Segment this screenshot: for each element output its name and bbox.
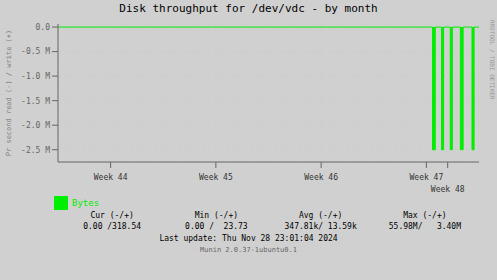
svg-text:-1.0 M: -1.0 M	[21, 72, 50, 81]
svg-text:-1.5 M: -1.5 M	[21, 97, 50, 106]
svg-text:Week 46: Week 46	[304, 173, 338, 182]
html-text:Bytes: Bytes	[72, 197, 100, 208]
svg-text:-0.5 M: -0.5 M	[21, 47, 50, 56]
svg-text:0.0: 0.0	[36, 23, 51, 32]
svg-text:Week 45: Week 45	[199, 173, 233, 182]
html-text:Max (-/+): Max (-/+)	[403, 211, 447, 220]
svg-text:-2.5 M: -2.5 M	[21, 146, 50, 155]
html-text:347.81k/ 13.59k: 347.81k/ 13.59k	[284, 222, 357, 231]
html-text:Last update: Thu Nov 28 23:01:: Last update: Thu Nov 28 23:01:04 2024	[159, 234, 338, 243]
html-text:Min (-/+): Min (-/+)	[194, 211, 238, 220]
html-text:Avg (-/+): Avg (-/+)	[298, 211, 343, 220]
svg-text:Pr second read (-) / write (+): Pr second read (-) / write (+)	[8, 30, 13, 156]
html-text:Cur (-/+): Cur (-/+)	[90, 211, 134, 220]
html-text:55.98M/ 3.40M: 55.98M/ 3.40M	[388, 222, 461, 231]
html-text:0.00 / 23.73: 0.00 / 23.73	[185, 222, 248, 231]
svg-text:-2.0 M: -2.0 M	[21, 121, 50, 130]
svg-text:Week 44: Week 44	[94, 173, 128, 182]
html-text:RRDTOOL / TOBI OETIKER: RRDTOOL / TOBI OETIKER	[489, 20, 496, 100]
svg-text:Week 48: Week 48	[431, 185, 465, 194]
html-text:0.00 /318.54: 0.00 /318.54	[83, 222, 141, 231]
html-text:Munin 2.0.37-1ubuntu0.1: Munin 2.0.37-1ubuntu0.1	[200, 246, 297, 254]
svg-text:Week 47: Week 47	[410, 173, 444, 182]
html-text:Disk throughput for /dev/vdc -: Disk throughput for /dev/vdc - by month	[119, 2, 378, 15]
